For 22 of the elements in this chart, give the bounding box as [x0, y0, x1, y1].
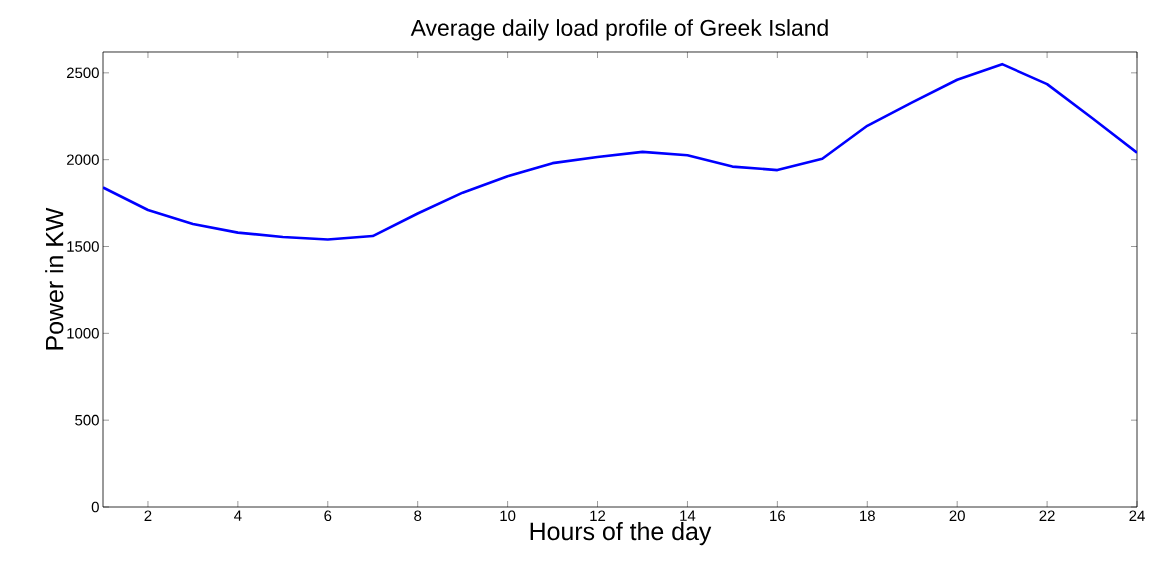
x-tick-label: 4: [234, 510, 242, 521]
x-tick-label: 20: [949, 510, 965, 522]
x-tick-label: 16: [770, 510, 786, 522]
x-tick-label: 10: [500, 510, 516, 522]
x-tick-label: 18: [860, 510, 875, 522]
y-tick-label: 0: [91, 501, 99, 513]
y-tick-label: 2500: [66, 67, 99, 79]
x-tick-label: 2: [144, 510, 152, 521]
x-tick-label: 6: [324, 510, 332, 522]
y-tick-label: 1500: [67, 241, 99, 252]
line-series: [103, 62, 1138, 241]
x-tick-label: 22: [1039, 510, 1055, 521]
y-tick-label: 2000: [66, 154, 99, 165]
x-tick-label: 24: [1129, 510, 1145, 521]
x-axis-title: Hours of the day: [530, 521, 712, 546]
y-axis-title: Power in KW: [45, 207, 64, 350]
chart-title: Average daily load profile of Greek Island: [410, 19, 828, 41]
x-tick-label: 14: [680, 510, 696, 521]
y-tick-label: 1000: [67, 328, 99, 339]
x-tick-label: 8: [414, 510, 422, 522]
x-tick-label: 12: [590, 510, 606, 521]
y-tick-label: 500: [75, 414, 99, 426]
